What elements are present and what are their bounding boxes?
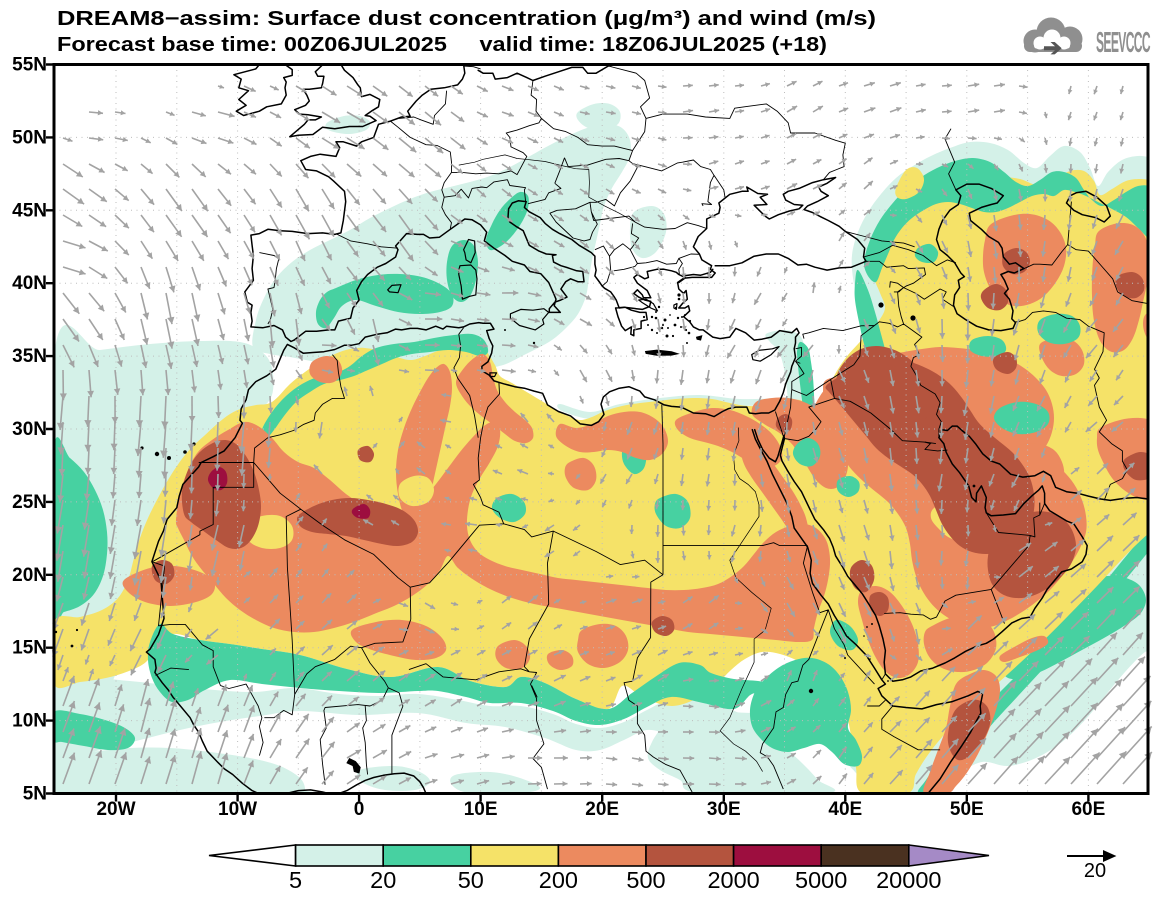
svg-text:50: 50 bbox=[458, 867, 484, 893]
svg-text:60E: 60E bbox=[1071, 799, 1105, 820]
svg-text:SEEVCCC: SEEVCCC bbox=[1096, 27, 1151, 59]
svg-text:50N: 50N bbox=[12, 127, 47, 148]
svg-text:200: 200 bbox=[539, 867, 578, 893]
svg-text:30N: 30N bbox=[12, 419, 47, 440]
svg-text:DREAM8−assim: Surface dust con: DREAM8−assim: Surface dust concentration… bbox=[57, 8, 876, 30]
svg-text:10E: 10E bbox=[464, 799, 498, 820]
svg-text:5N: 5N bbox=[23, 784, 47, 805]
svg-text:45N: 45N bbox=[12, 200, 47, 221]
svg-text:50E: 50E bbox=[950, 799, 984, 820]
svg-text:40E: 40E bbox=[828, 799, 862, 820]
svg-text:20: 20 bbox=[1084, 860, 1106, 882]
svg-text:30E: 30E bbox=[707, 799, 741, 820]
svg-text:40N: 40N bbox=[12, 273, 47, 294]
svg-text:Forecast base time: 00Z06JUL20: Forecast base time: 00Z06JUL2025 valid t… bbox=[57, 34, 827, 56]
svg-text:20: 20 bbox=[370, 867, 396, 893]
svg-text:5000: 5000 bbox=[795, 867, 847, 893]
svg-text:20000: 20000 bbox=[876, 867, 941, 893]
svg-text:20N: 20N bbox=[12, 565, 47, 586]
svg-text:10N: 10N bbox=[12, 711, 47, 732]
svg-text:55N: 55N bbox=[12, 55, 47, 76]
svg-text:2000: 2000 bbox=[707, 867, 759, 893]
svg-text:5: 5 bbox=[289, 867, 302, 893]
svg-text:15N: 15N bbox=[12, 638, 47, 659]
svg-text:500: 500 bbox=[626, 867, 665, 893]
svg-text:25N: 25N bbox=[12, 492, 47, 513]
svg-text:20W: 20W bbox=[96, 799, 135, 820]
svg-text:10W: 10W bbox=[218, 799, 257, 820]
svg-text:35N: 35N bbox=[12, 346, 47, 367]
svg-text:20E: 20E bbox=[585, 799, 619, 820]
svg-text:0: 0 bbox=[354, 799, 365, 820]
